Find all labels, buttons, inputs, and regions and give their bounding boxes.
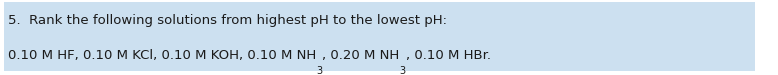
FancyBboxPatch shape [4, 2, 755, 71]
Text: 3: 3 [400, 67, 406, 75]
Text: 0.10 M HF, 0.10 M KCl, 0.10 M KOH, 0.10 M NH: 0.10 M HF, 0.10 M KCl, 0.10 M KOH, 0.10 … [8, 49, 316, 61]
Text: , 0.20 M NH: , 0.20 M NH [322, 49, 400, 61]
Text: 5.  Rank the following solutions from highest pH to the lowest pH:: 5. Rank the following solutions from hig… [8, 14, 447, 26]
Text: 3: 3 [316, 67, 322, 75]
Text: , 0.10 M HBr.: , 0.10 M HBr. [406, 49, 491, 61]
